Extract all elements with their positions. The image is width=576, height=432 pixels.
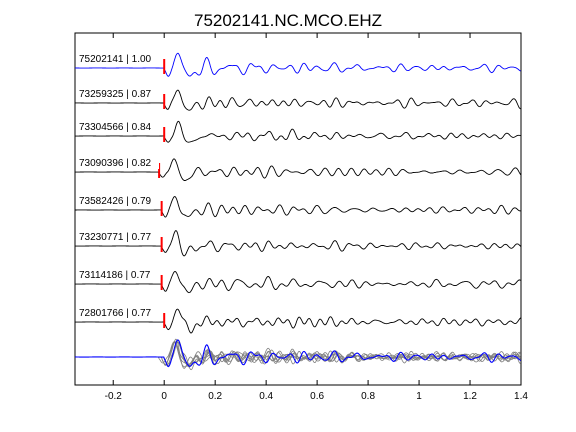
x-tick-label: 0 bbox=[161, 391, 167, 402]
trace-73259325 bbox=[75, 89, 521, 111]
x-tick-label: 1.4 bbox=[514, 391, 528, 402]
stack-trace-75202141 bbox=[75, 339, 521, 368]
trace-73114186 bbox=[75, 271, 521, 294]
trace-label-73259325: 73259325 | 0.87 bbox=[79, 89, 152, 100]
trace-label-background bbox=[77, 121, 159, 133]
x-tick-label: 1 bbox=[416, 391, 422, 402]
trace-72801766 bbox=[75, 308, 521, 334]
trace-group bbox=[74, 52, 522, 334]
trace-73304566 bbox=[75, 120, 521, 143]
trace-label-73114186: 73114186 | 0.77 bbox=[79, 270, 151, 281]
x-tick-label: 1.2 bbox=[463, 391, 477, 402]
trace-label-72801766: 72801766 | 0.77 bbox=[79, 308, 152, 319]
x-tick-label: 0.2 bbox=[208, 391, 222, 402]
pick-marker-group bbox=[158, 59, 166, 328]
trace-label-75202141: 75202141 | 1.00 bbox=[79, 54, 152, 65]
trace-label-background bbox=[77, 53, 159, 65]
stacked-overlay-group bbox=[74, 338, 522, 371]
trace-label-background bbox=[77, 231, 159, 243]
chart-title: 75202141.NC.MCO.EHZ bbox=[194, 11, 382, 30]
trace-73230771 bbox=[74, 230, 522, 257]
trace-label-group: 75202141 | 1.00 73259325 | 0.87 73304566 |… bbox=[77, 53, 159, 319]
x-tick-label: -0.2 bbox=[105, 391, 123, 402]
trace-75202141 bbox=[75, 52, 521, 77]
trace-label-73090396: 73090396 | 0.82 bbox=[79, 158, 152, 169]
x-axis: -0.2 0 0.2 0.4 0.6 0.8 1 1.2 1.4 bbox=[105, 33, 528, 402]
trace-label-73582426: 73582426 | 0.79 bbox=[79, 196, 152, 207]
trace-label-background bbox=[77, 157, 159, 169]
trace-label-background bbox=[77, 195, 159, 207]
trace-label-73230771: 73230771 | 0.77 bbox=[79, 232, 152, 243]
trace-label-73304566: 73304566 | 0.84 bbox=[79, 122, 152, 133]
trace-label-background bbox=[77, 307, 159, 319]
x-tick-label: 0.4 bbox=[259, 391, 273, 402]
trace-label-background bbox=[77, 269, 159, 281]
trace-73090396 bbox=[75, 158, 522, 181]
trace-label-background bbox=[77, 88, 159, 100]
x-tick-label: 0.6 bbox=[310, 391, 324, 402]
trace-73582426 bbox=[75, 196, 521, 218]
x-tick-label: 0.8 bbox=[361, 391, 375, 402]
plot-area bbox=[74, 32, 522, 386]
